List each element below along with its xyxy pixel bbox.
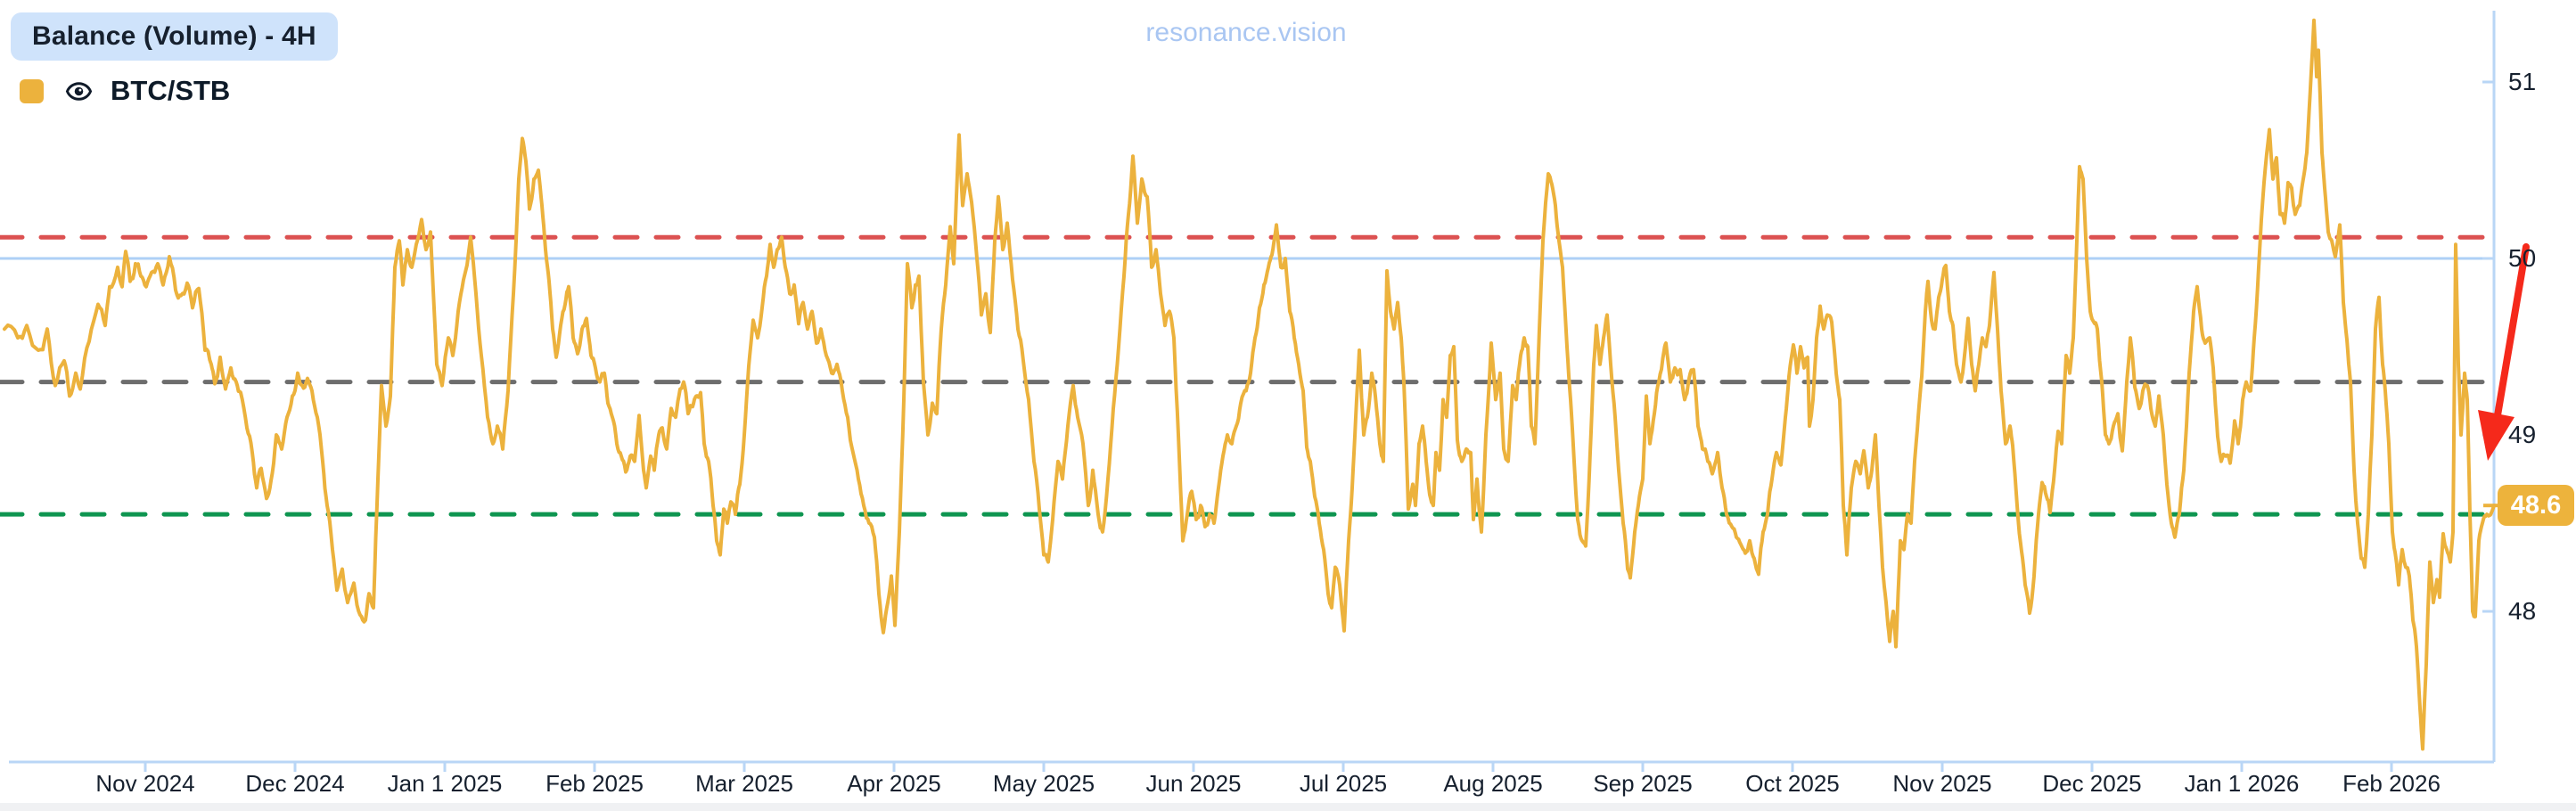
x-axis-label: Feb 2025 bbox=[546, 770, 644, 797]
x-axis-label: Dec 2025 bbox=[2042, 770, 2142, 797]
x-axis-label: Jan 1 2025 bbox=[387, 770, 503, 797]
eye-icon-glyph bbox=[65, 81, 93, 101]
x-axis-label: Apr 2025 bbox=[847, 770, 941, 797]
x-axis-label: Oct 2025 bbox=[1745, 770, 1840, 797]
x-axis-label: Feb 2026 bbox=[2342, 770, 2441, 797]
bottom-strip bbox=[0, 803, 2576, 811]
x-axis-label: Jul 2025 bbox=[1299, 770, 1388, 797]
y-axis-label: 49 bbox=[2508, 421, 2537, 448]
x-axis-label: May 2025 bbox=[992, 770, 1095, 797]
series-line-btc-stb bbox=[3, 18, 2496, 751]
x-axis-label: Dec 2024 bbox=[245, 770, 345, 797]
y-axis-label: 50 bbox=[2508, 244, 2537, 272]
chart-title: Balance (Volume) - 4H bbox=[32, 21, 316, 51]
watermark: resonance.vision bbox=[1145, 18, 1347, 47]
x-axis-label: Jan 1 2026 bbox=[2184, 770, 2300, 797]
y-axis-label: 51 bbox=[2508, 68, 2537, 95]
x-axis-label: Jun 2025 bbox=[1145, 770, 1242, 797]
legend-row: BTC/STB bbox=[20, 75, 230, 107]
x-axis-label: Nov 2024 bbox=[95, 770, 195, 797]
y-axis-label: 48 bbox=[2508, 597, 2537, 625]
series-color-swatch bbox=[20, 78, 44, 103]
x-axis-label: Sep 2025 bbox=[1593, 770, 1693, 797]
x-axis-label: Aug 2025 bbox=[1443, 770, 1543, 797]
down-arrow-head bbox=[2478, 410, 2514, 461]
last-price-value: 48.6 bbox=[2510, 490, 2562, 520]
last-price-badge: 48.6 bbox=[2498, 485, 2574, 527]
eye-icon[interactable] bbox=[65, 78, 93, 105]
series-label: BTC/STB bbox=[111, 75, 231, 106]
x-axis-label: Mar 2025 bbox=[695, 770, 793, 797]
chart-title-pill[interactable]: Balance (Volume) - 4H bbox=[11, 12, 338, 61]
down-arrow-shaft bbox=[2493, 243, 2530, 424]
x-axis-label: Nov 2025 bbox=[1892, 770, 1992, 797]
